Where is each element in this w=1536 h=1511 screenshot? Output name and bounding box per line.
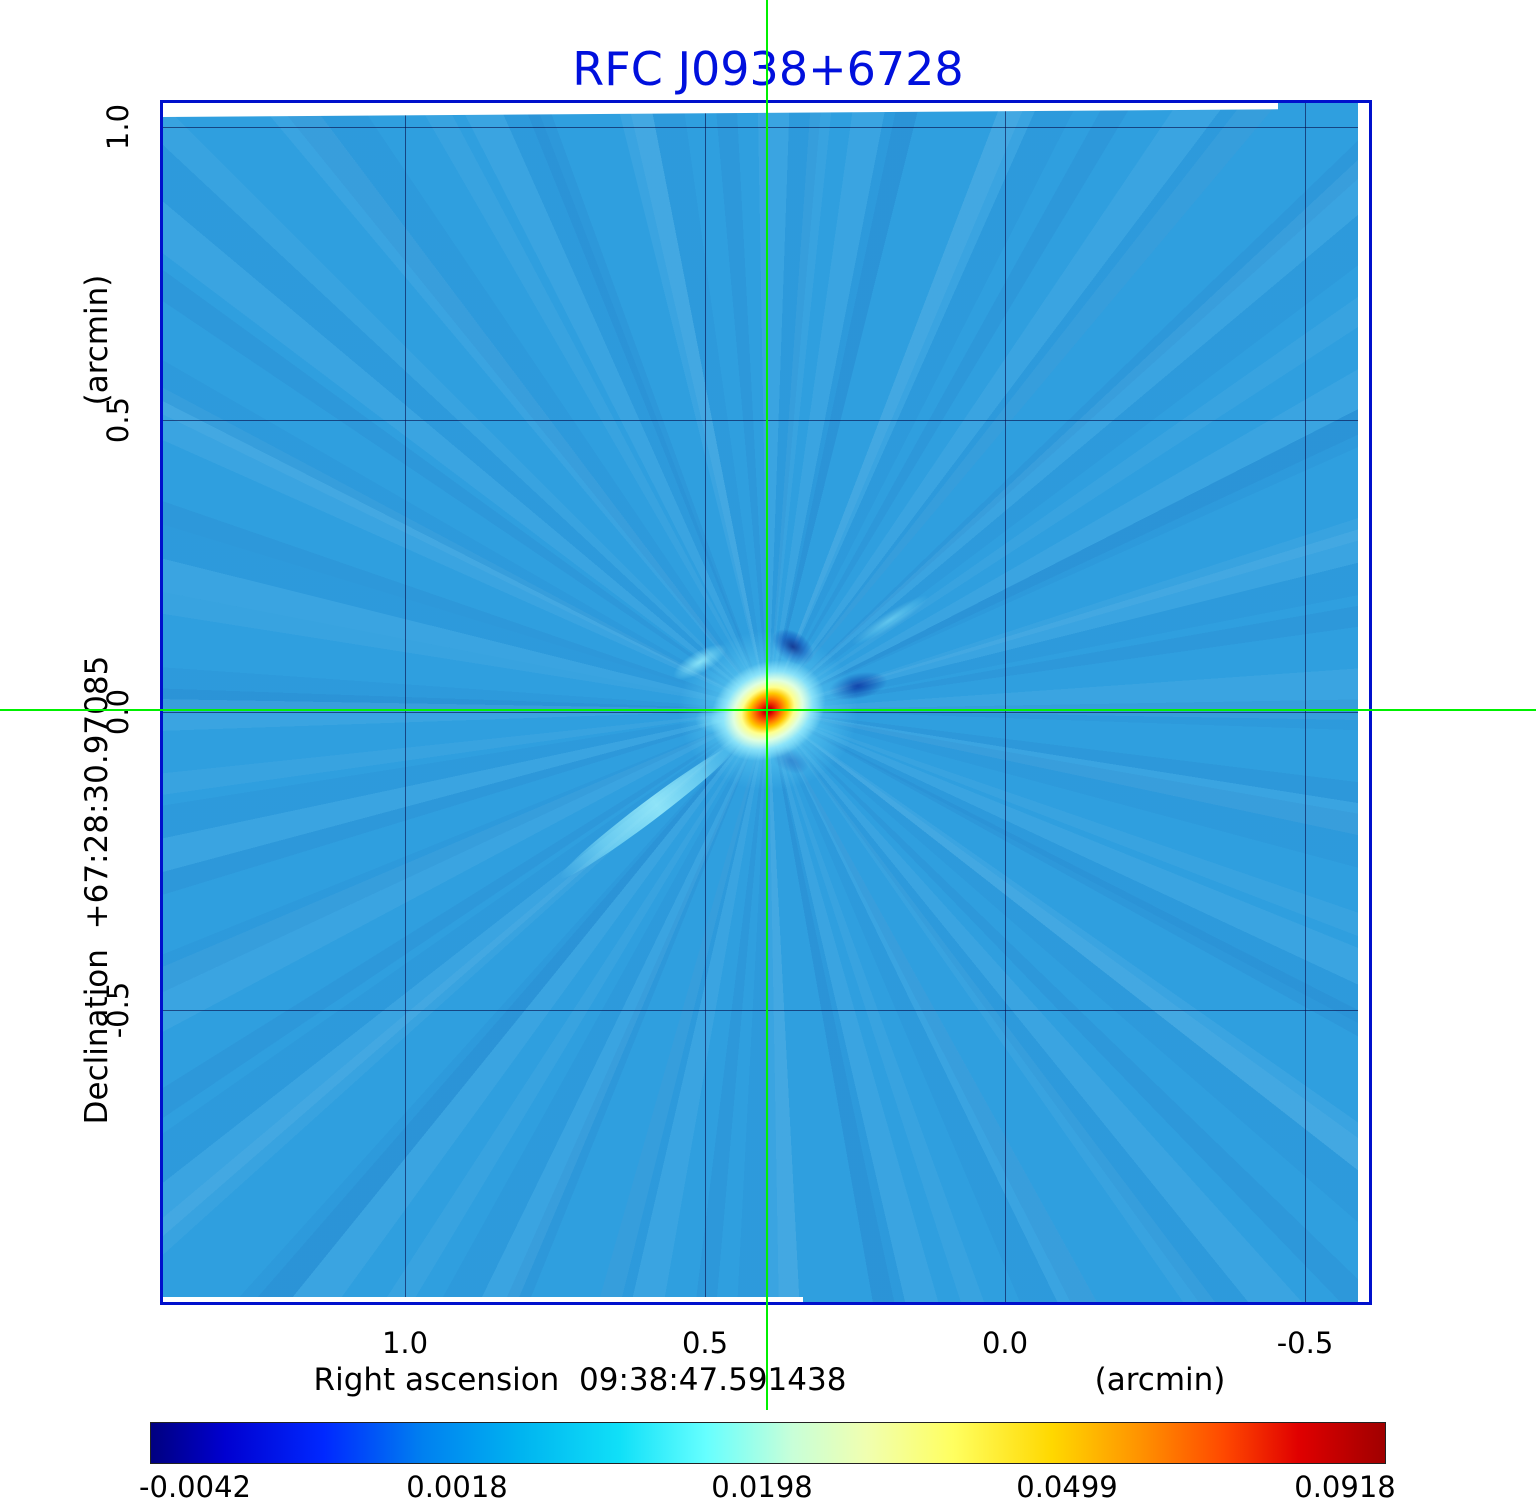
x-tick-label-2: 0.5: [681, 1326, 729, 1360]
grid-line-vertical: [405, 103, 406, 1302]
y-axis-unit: (arcmin): [79, 274, 115, 406]
y-tick-label-2: 0.5: [101, 396, 135, 444]
grid-line-vertical: [1005, 103, 1006, 1302]
colorbar-tick-label-5: 0.0918: [1294, 1470, 1396, 1504]
chart-title: RFC J0938+6728: [572, 42, 964, 96]
blank-strip-bottom: [163, 1297, 803, 1302]
colorbar-tick-label-4: 0.0499: [1016, 1470, 1118, 1504]
crosshair-horizontal-line: [0, 709, 1536, 711]
x-axis-label: Right ascension 09:38:47.591438: [313, 1362, 847, 1398]
y-tick-label-3: 0.0: [101, 688, 135, 736]
y-tick-label-1: 1.0: [101, 103, 135, 151]
x-axis-unit: (arcmin): [1094, 1362, 1226, 1398]
colorbar-tick-label-3: 0.0198: [711, 1470, 813, 1504]
y-tick-label-4: -0.5: [101, 981, 135, 1039]
colorbar-tick-label-1: -0.0042: [139, 1470, 251, 1504]
colorbar-gradient: [150, 1422, 1386, 1464]
colorbar-tick-label-2: 0.0018: [406, 1470, 508, 1504]
grid-line-vertical: [1305, 103, 1306, 1302]
x-tick-label-3: 0.0: [981, 1326, 1029, 1360]
blank-strip-right: [1358, 103, 1369, 1302]
crosshair-vertical-line: [766, 0, 768, 1410]
x-tick-label-1: 1.0: [381, 1326, 429, 1360]
x-tick-label-4: -0.5: [1276, 1326, 1334, 1360]
